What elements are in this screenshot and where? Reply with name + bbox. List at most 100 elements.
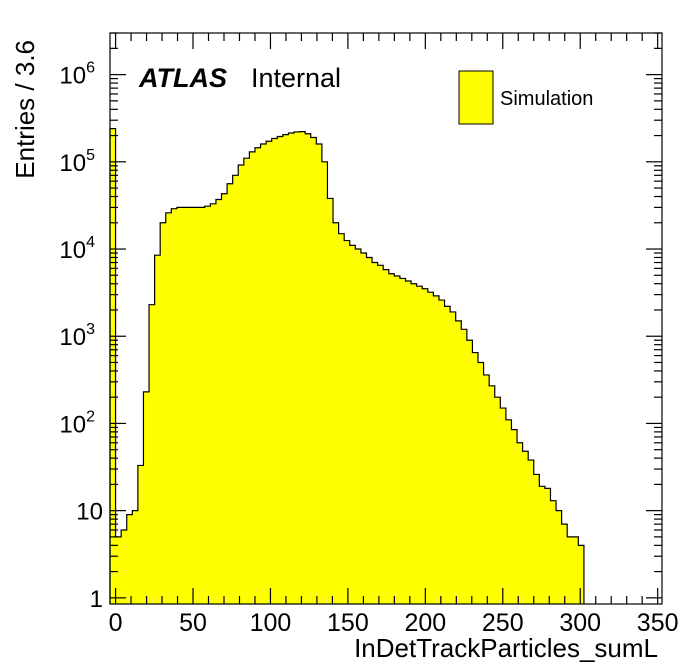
histogram-bin	[327, 198, 334, 604]
histogram-bin	[528, 460, 535, 604]
histogram-bin	[489, 385, 496, 604]
histogram-bin	[266, 141, 273, 605]
histogram-bin	[316, 144, 323, 604]
histogram-bin	[238, 164, 245, 605]
histogram-bin	[171, 208, 178, 604]
histogram-bin	[126, 514, 133, 604]
y-tick-labels: 1 10 102 103 104 105 106	[59, 60, 103, 613]
histogram-bin	[243, 158, 250, 604]
histogram-bin	[204, 206, 211, 604]
legend-label: Simulation	[500, 88, 593, 110]
histogram-bin	[438, 300, 445, 604]
histogram-bin	[550, 500, 557, 604]
plot-frame	[109, 32, 663, 605]
histogram-bin	[305, 133, 312, 604]
x-tick-label: 50	[179, 609, 207, 637]
histogram-bin	[388, 273, 395, 604]
histogram-bin	[288, 132, 295, 605]
histogram-bin	[500, 408, 507, 604]
histogram-bin	[433, 295, 440, 604]
histogram-bin	[215, 199, 222, 604]
histogram-bin	[416, 286, 423, 604]
histogram-bin	[176, 207, 183, 604]
histogram-bin	[182, 207, 189, 604]
x-axis-label: InDetTrackParticles_sumL	[354, 633, 658, 663]
histogram-bin	[517, 442, 524, 604]
histogram-bin	[227, 183, 234, 605]
histogram-bin	[115, 536, 122, 604]
histogram-bin	[110, 128, 116, 604]
histogram-bin	[193, 207, 200, 604]
histogram-bin	[539, 486, 546, 604]
histogram-bin	[561, 524, 568, 604]
histogram-bin	[199, 207, 206, 604]
histogram-bin	[232, 175, 239, 604]
histogram-bin	[372, 262, 379, 604]
histogram-bin	[572, 536, 579, 604]
histogram-bin	[360, 253, 367, 605]
histogram-bin	[188, 207, 195, 604]
histogram-outline	[109, 128, 585, 604]
x-tick-label: 250	[482, 609, 524, 637]
histogram-bin	[556, 510, 563, 604]
histogram-bin	[394, 276, 401, 604]
atlas-label: ATLAS	[138, 63, 227, 93]
axis-ticks	[110, 32, 662, 604]
y-tick-label: 102	[59, 408, 95, 438]
x-tick-label: 0	[109, 609, 123, 637]
histogram-bin	[383, 269, 390, 604]
histogram-bin	[522, 451, 529, 604]
histogram-bin	[137, 465, 144, 604]
histogram-bin	[121, 529, 128, 604]
histogram-bin	[483, 374, 490, 604]
histogram-bin	[455, 320, 462, 604]
histogram-bin	[466, 340, 473, 604]
histogram-bin	[461, 329, 468, 604]
x-tick-label: 100	[250, 609, 292, 637]
x-tick-label: 200	[404, 609, 446, 637]
histogram-bin	[349, 245, 356, 605]
histogram-bin	[478, 362, 484, 604]
histogram-bin	[333, 222, 340, 605]
histogram-bin	[310, 137, 317, 604]
histogram-bin	[321, 161, 328, 604]
histogram-bin	[338, 233, 345, 604]
y-tick-label: 104	[59, 234, 95, 264]
histogram-bin	[399, 278, 406, 604]
legend-swatch	[458, 70, 494, 125]
histogram-bin	[422, 288, 429, 604]
histogram-bars	[109, 128, 585, 605]
histogram-bin	[505, 419, 512, 604]
x-tick-label: 300	[559, 609, 601, 637]
histogram-bin	[271, 138, 278, 604]
histogram-bin	[444, 306, 451, 604]
histogram-bin	[405, 280, 412, 604]
x-tick-label: 350	[637, 609, 679, 637]
histogram-bin	[249, 151, 256, 605]
histogram-bin	[494, 397, 501, 604]
histogram-bin	[450, 311, 457, 604]
histogram-bin	[160, 222, 167, 605]
internal-label: Internal	[251, 63, 341, 93]
y-axis-label: Entries / 3.6	[10, 40, 40, 179]
y-tick-label: 103	[59, 321, 95, 351]
histogram-bin	[165, 212, 172, 604]
histogram-bin	[578, 545, 585, 604]
histogram-bin	[210, 203, 217, 605]
y-tick-label: 106	[59, 60, 95, 90]
histogram-bin	[277, 136, 284, 604]
histogram-bin	[533, 474, 540, 604]
histogram-bin	[511, 429, 518, 604]
histogram-bin	[472, 352, 479, 604]
histogram-bin	[254, 147, 261, 604]
histogram-bin	[355, 249, 362, 604]
histogram-bin	[143, 391, 150, 604]
y-tick-label: 1	[90, 586, 103, 613]
x-tick-label: 150	[327, 609, 369, 637]
x-tick-labels: 0 50 100 150 200 250 300 350	[109, 609, 679, 637]
y-tick-label: 10	[76, 499, 103, 526]
histogram-bin	[221, 193, 228, 604]
plot-border	[109, 32, 663, 605]
histogram-bin	[377, 265, 384, 604]
